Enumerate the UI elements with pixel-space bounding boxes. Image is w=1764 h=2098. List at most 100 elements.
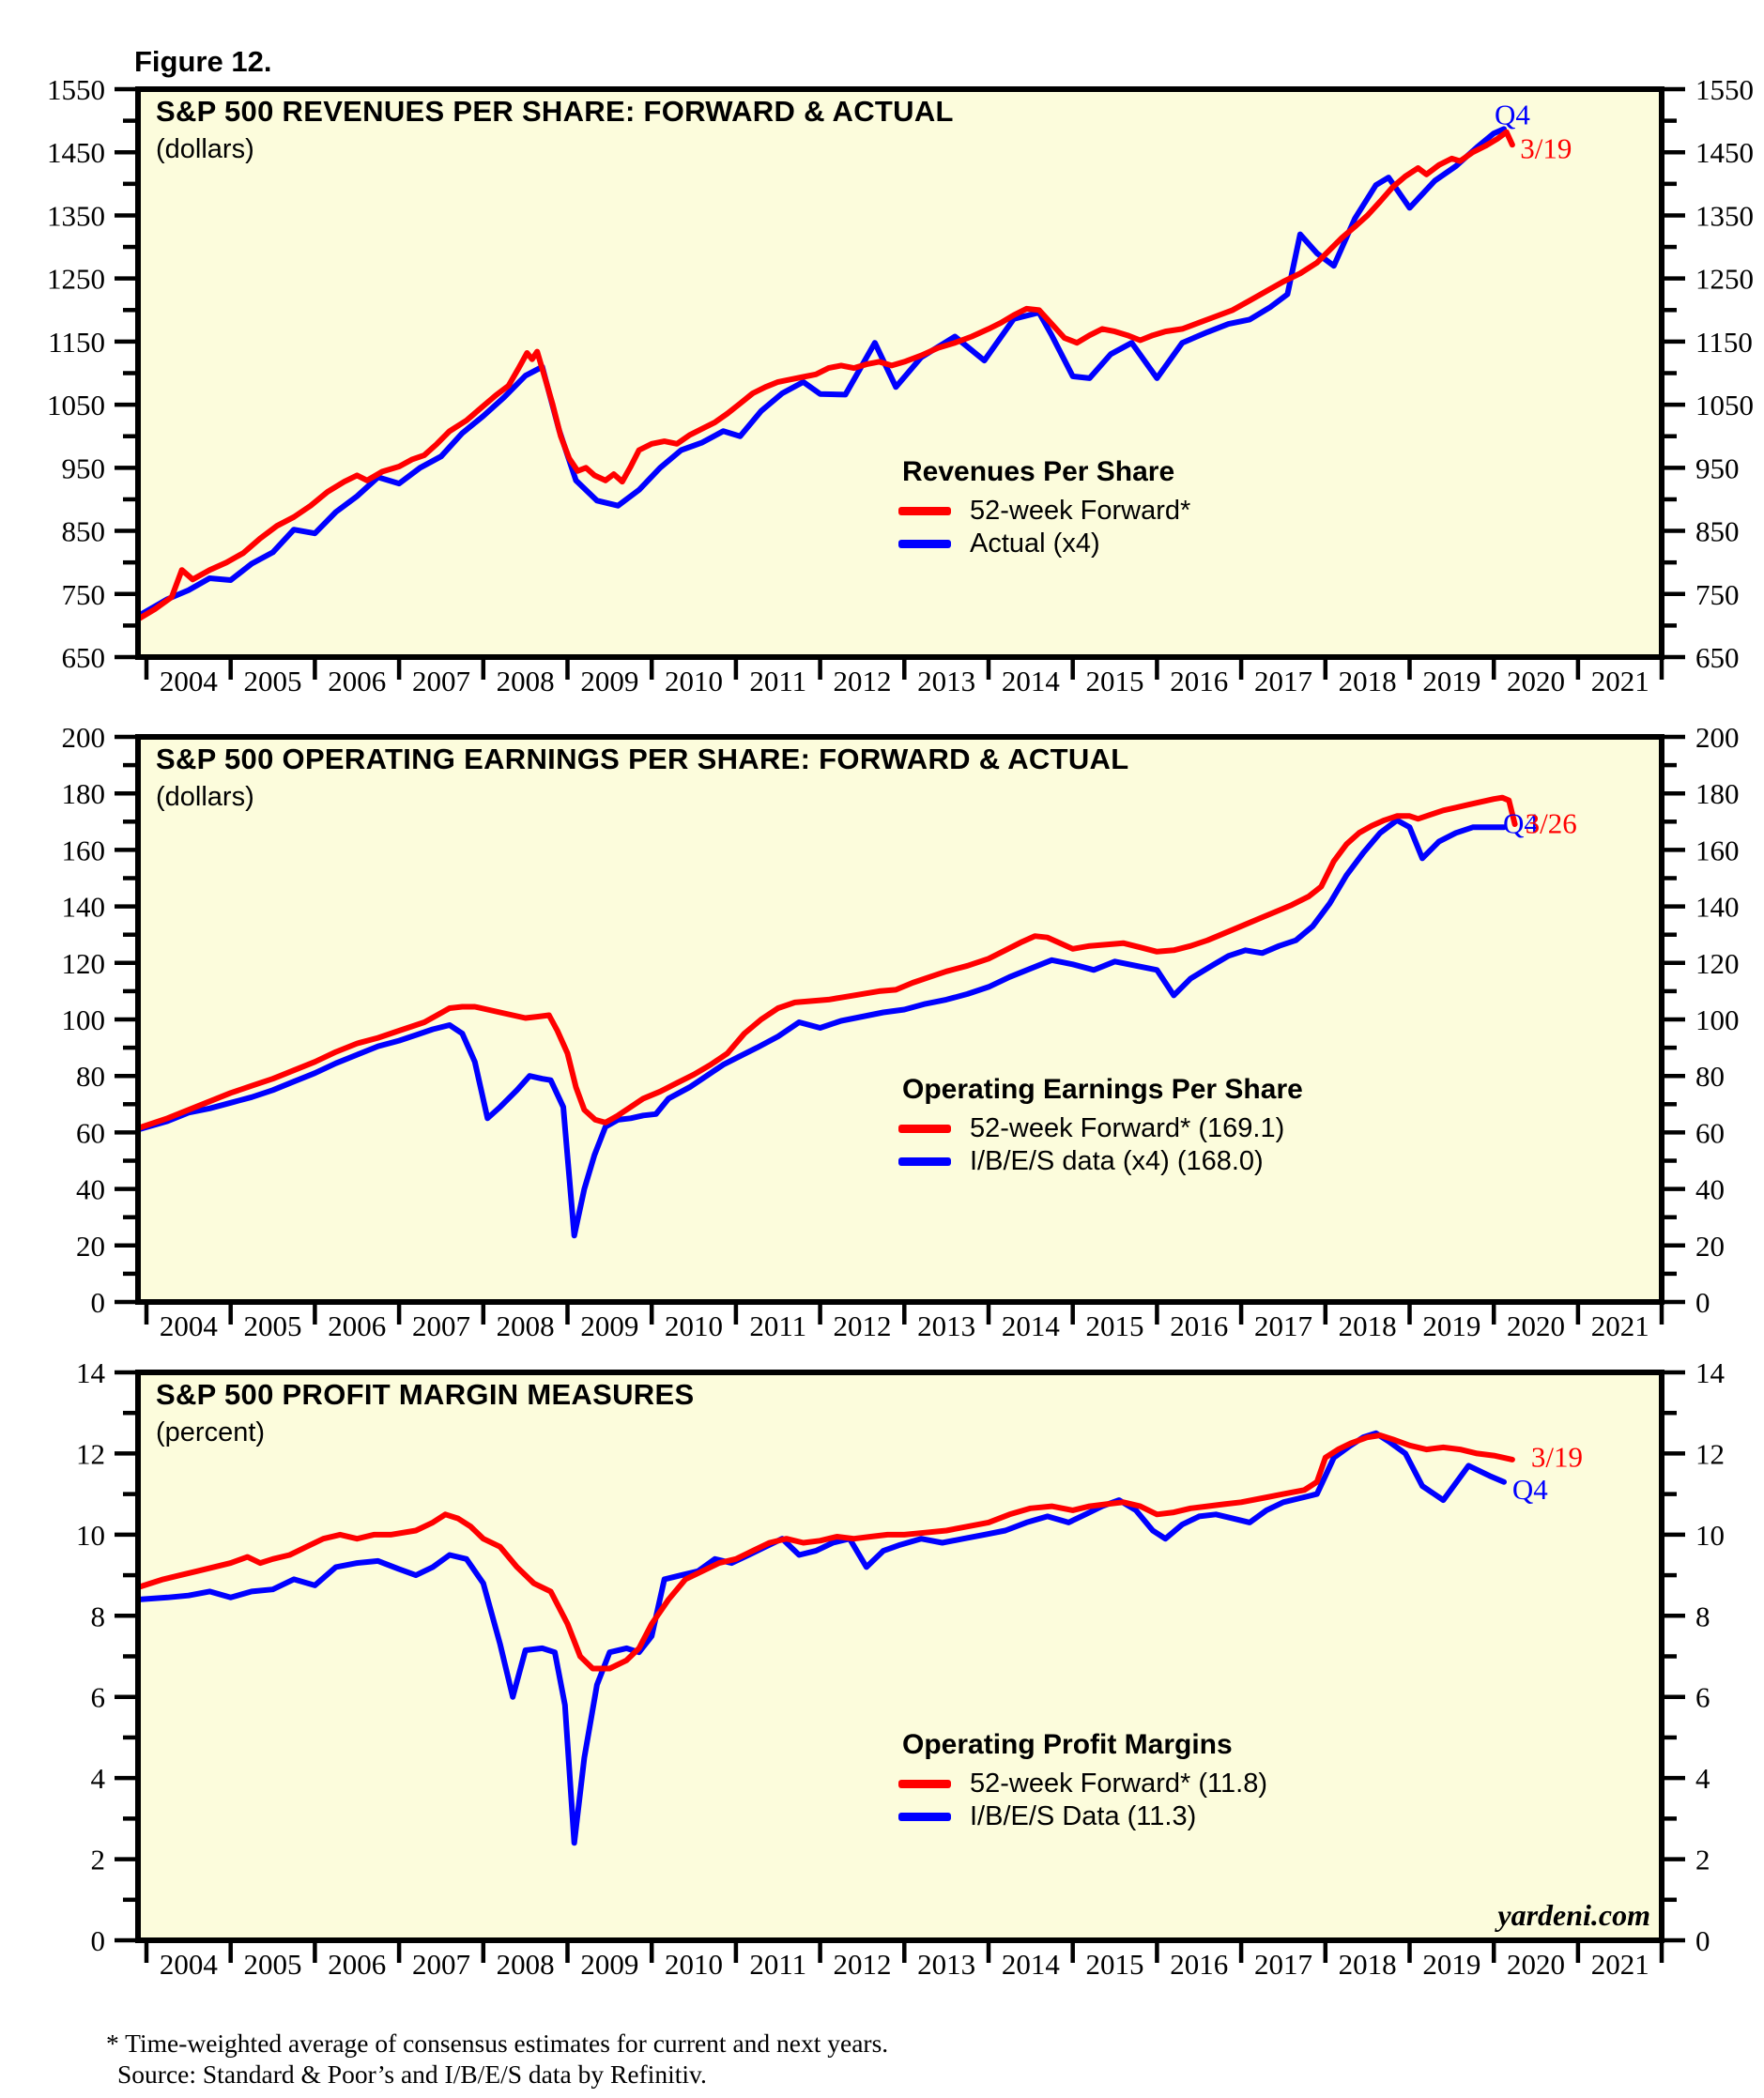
y-tick-label-right: 180: [1695, 777, 1740, 810]
legend-item-forward: 52-week Forward* (169.1): [898, 1112, 1303, 1145]
y-tick-label-right: 40: [1695, 1173, 1725, 1206]
y-tick-label-left: 60: [76, 1116, 105, 1149]
x-tick-label: 2017: [1254, 1309, 1312, 1342]
x-tick-label: 2017: [1254, 1948, 1312, 1981]
legend-item-label: I/B/E/S data (x4) (168.0): [970, 1146, 1264, 1176]
y-tick-label-left: 1150: [48, 326, 105, 359]
y-tick-label-left: 100: [62, 1003, 106, 1036]
y-tick-label-right: 140: [1695, 891, 1740, 924]
chart2-title: S&P 500 OPERATING EARNINGS PER SHARE: FO…: [156, 743, 1129, 775]
x-tick-label: 2010: [665, 1309, 723, 1342]
y-tick-label-right: 0: [1695, 1924, 1710, 1957]
x-tick-label: 2007: [412, 1948, 470, 1981]
y-tick-label-left: 4: [91, 1762, 106, 1795]
series-line-actual: [135, 1430, 1507, 1846]
series-line-forward: [135, 129, 1515, 622]
y-axis-ticks: 0 0 2 2 4 4 6 6 8 8 10 10 12 12 14 14: [76, 1356, 1726, 1957]
x-tick-label: 2011: [749, 1948, 806, 1981]
plot-area: [138, 737, 1662, 1302]
chart2-legend-header: Operating Earnings Per Share: [902, 1074, 1303, 1105]
x-tick-label: 2021: [1591, 1948, 1649, 1981]
y-tick-label-right: 1550: [1695, 73, 1754, 106]
y-tick-label-right: 2: [1695, 1844, 1710, 1876]
y-tick-label-right: 1050: [1695, 389, 1754, 421]
y-tick-label-left: 12: [76, 1437, 105, 1470]
figure-label: Figure 12.: [134, 45, 272, 78]
y-tick-label-left: 6: [91, 1681, 106, 1714]
annotation-Q4: Q4: [1503, 806, 1539, 839]
x-tick-label: 2010: [665, 665, 723, 697]
y-tick-label-left: 160: [62, 834, 106, 866]
legend-item-label: 52-week Forward* (11.8): [970, 1769, 1267, 1799]
x-tick-label: 2008: [497, 1309, 555, 1342]
forward-line-swatch: [898, 1780, 951, 1788]
y-tick-label-right: 1350: [1695, 199, 1754, 232]
y-tick-label-left: 650: [62, 641, 106, 674]
y-tick-label-right: 10: [1695, 1519, 1725, 1552]
x-tick-label: 2019: [1422, 665, 1480, 697]
x-tick-label: 2007: [412, 1309, 470, 1342]
y-tick-label-right: 160: [1695, 834, 1740, 866]
x-axis-ticks: 2004 2005 2006 2007 2008 2009 2010 2011 2012 2013…: [144, 1305, 1664, 1342]
x-tick-label: 2012: [833, 1309, 891, 1342]
x-tick-label: 2006: [328, 1309, 386, 1342]
series-line-actual: [135, 126, 1507, 620]
x-tick-label: 2005: [244, 1309, 302, 1342]
chart2-subtitle: (dollars): [156, 782, 254, 812]
x-tick-label: 2020: [1507, 665, 1565, 697]
x-tick-label: 2014: [1002, 665, 1061, 697]
plot-area: [138, 89, 1662, 657]
x-tick-label: 2016: [1170, 1948, 1228, 1981]
legend-item-label: 52-week Forward* (169.1): [970, 1113, 1285, 1143]
y-tick-label-right: 100: [1695, 1003, 1740, 1036]
y-axis-ticks: 0 0 20 20 40 40 60 60 80 80 100 100 120 120 140 140 160 1…: [62, 721, 1740, 1319]
footnote: * Time-weighted average of consensus est…: [106, 2028, 888, 2090]
forward-line-swatch: [898, 507, 951, 515]
x-tick-label: 2019: [1422, 1309, 1480, 1342]
y-tick-label-right: 200: [1695, 721, 1740, 754]
legend-item-actual: I/B/E/S data (x4) (168.0): [898, 1145, 1303, 1178]
x-tick-label: 2009: [580, 1309, 638, 1342]
chart3-title: S&P 500 PROFIT MARGIN MEASURES: [156, 1378, 695, 1411]
series-line-actual: [135, 817, 1507, 1239]
x-tick-label: 2006: [328, 1948, 386, 1981]
y-tick-label-left: 1250: [47, 263, 105, 296]
y-tick-label-right: 14: [1695, 1356, 1726, 1389]
y-tick-label-right: 850: [1695, 515, 1740, 548]
y-tick-label-left: 40: [76, 1173, 105, 1206]
x-tick-label: 2021: [1591, 1309, 1649, 1342]
x-tick-label: 2015: [1086, 665, 1144, 697]
x-tick-label: 2005: [244, 665, 302, 697]
x-axis-ticks: 2004 2005 2006 2007 2008 2009 2010 2011 2012 2013…: [144, 660, 1664, 697]
actual-line-swatch: [898, 1157, 951, 1166]
x-tick-label: 2006: [328, 665, 386, 697]
legend-item-label: Actual (x4): [970, 528, 1100, 559]
y-tick-label-left: 1350: [47, 199, 105, 232]
annotation-319: 3/19: [1520, 131, 1572, 164]
x-tick-label: 2018: [1339, 665, 1397, 697]
legend-item-actual: I/B/E/S Data (11.3): [898, 1800, 1267, 1833]
chart1-legend: Revenues Per Share 52-week Forward* Actu…: [898, 456, 1190, 560]
x-tick-label: 2013: [917, 1309, 975, 1342]
y-tick-label-right: 20: [1695, 1230, 1725, 1263]
x-tick-label: 2014: [1002, 1309, 1061, 1342]
chart1-legend-header: Revenues Per Share: [902, 456, 1175, 487]
annotation-326: 3/26: [1526, 806, 1577, 839]
chart3-subtitle: (percent): [156, 1417, 266, 1447]
y-tick-label-left: 0: [91, 1286, 106, 1319]
legend-item-label: 52-week Forward*: [970, 496, 1191, 526]
y-tick-label-left: 1450: [47, 136, 105, 169]
y-tick-label-right: 1450: [1695, 136, 1754, 169]
x-tick-label: 2012: [833, 665, 891, 697]
y-tick-label-left: 750: [62, 578, 106, 611]
x-tick-label: 2018: [1339, 1948, 1397, 1981]
x-tick-label: 2011: [749, 1309, 806, 1342]
x-tick-label: 2015: [1086, 1948, 1144, 1981]
y-tick-label-left: 10: [76, 1519, 105, 1552]
x-tick-label: 2021: [1591, 665, 1649, 697]
watermark: yardeni.com: [1497, 1898, 1650, 1932]
chart3-legend-header: Operating Profit Margins: [902, 1729, 1233, 1760]
legend-item-forward: 52-week Forward* (11.8): [898, 1768, 1267, 1800]
